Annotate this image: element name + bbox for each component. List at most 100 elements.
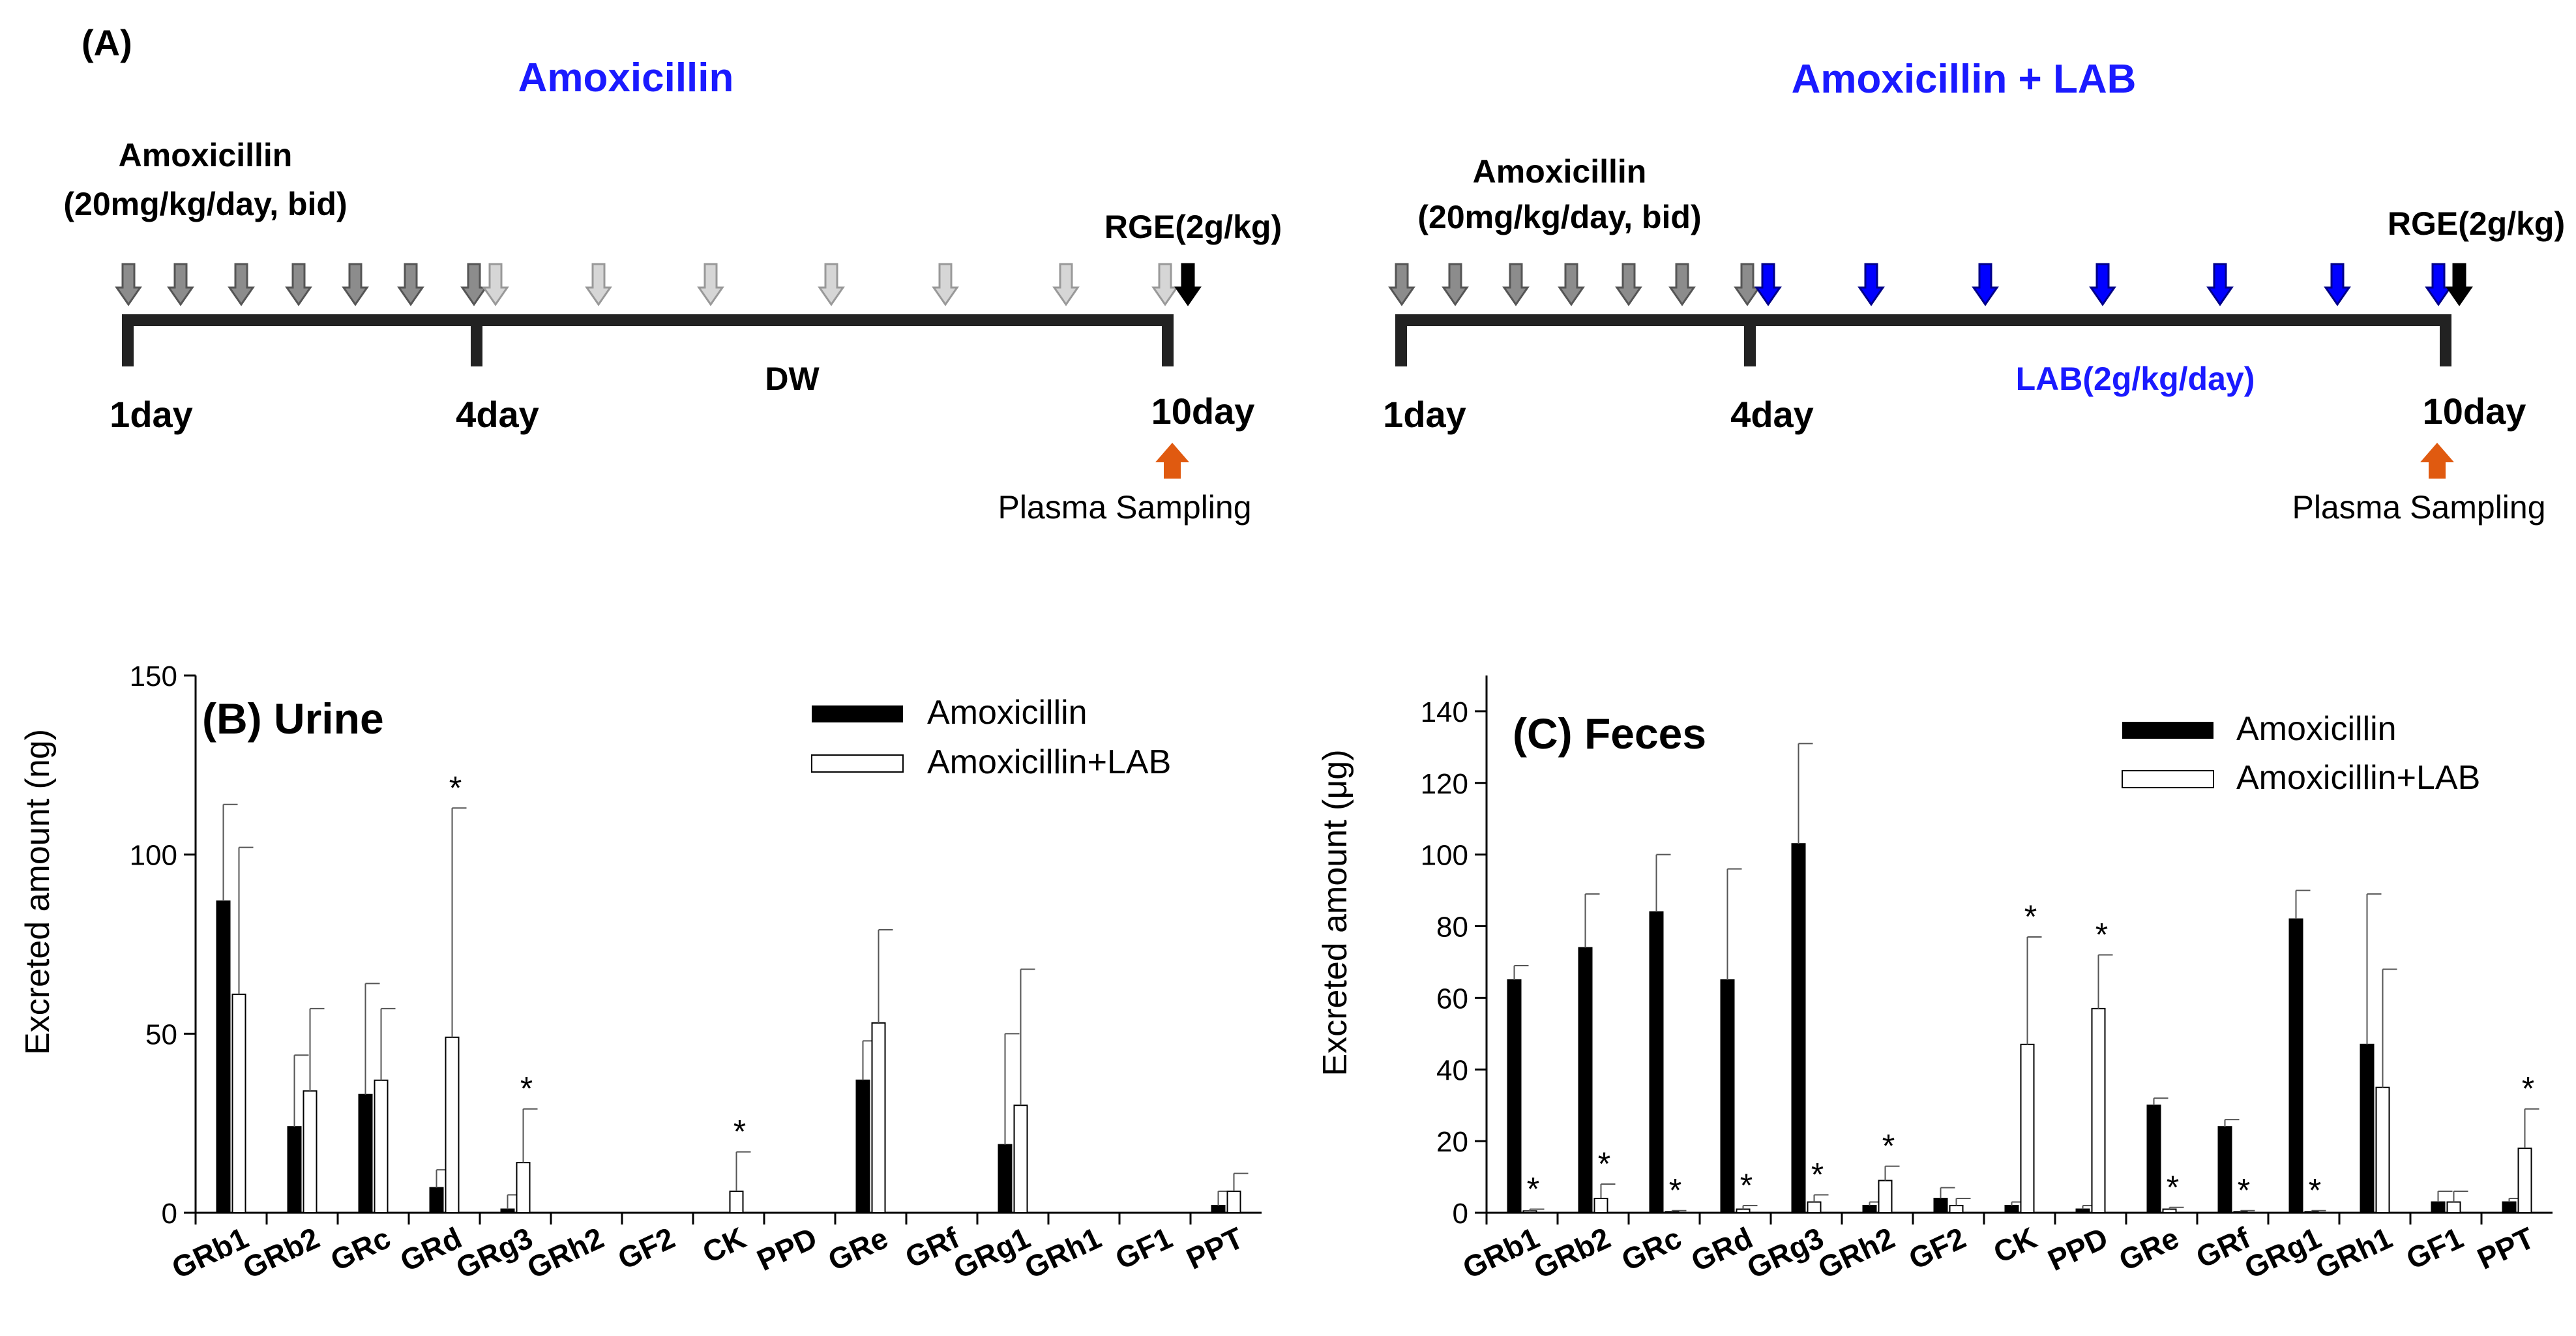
bar — [1791, 843, 1806, 1213]
significance-marker: * — [1527, 1171, 1539, 1208]
y-tick-label: 80 — [1436, 912, 1468, 943]
lab-dose-arrow — [1858, 263, 1885, 306]
significance-marker: * — [1882, 1128, 1895, 1165]
y-tick-label: 60 — [1436, 983, 1468, 1015]
y-axis-label: Excreted amount (μg) — [1316, 749, 1354, 1076]
bar — [2360, 1043, 2375, 1214]
bar — [2217, 1126, 2232, 1214]
bar — [1933, 1198, 1948, 1213]
x-tick-label: GRh1 — [2311, 1221, 2397, 1285]
x-tick-label: GF2 — [613, 1221, 680, 1276]
lab-dose-arrow — [2425, 263, 2452, 306]
drug-name: Amoxicillin — [1473, 153, 1647, 190]
chart-urine: (B) Urine Excreted amount (ng) Amoxicill… — [19, 661, 1262, 1285]
lab-dose-arrow — [1972, 263, 1999, 306]
day10-label: 10day — [2423, 391, 2526, 432]
amoxicillin-dose-arrow — [1558, 263, 1585, 306]
chart-title: (B) Urine — [202, 694, 384, 743]
drug-dose: (20mg/kg/day, bid) — [1417, 199, 1701, 235]
day4-label: 4day — [456, 394, 539, 435]
significance-marker: * — [1811, 1157, 1824, 1193]
significance-marker: * — [1740, 1167, 1753, 1204]
bar — [1013, 1105, 1028, 1213]
bar — [374, 1079, 389, 1214]
lab-dose-arrow — [2324, 263, 2351, 306]
bar — [2233, 1211, 2248, 1214]
bar — [2004, 1205, 2019, 1213]
significance-marker: * — [1598, 1146, 1610, 1182]
bar — [231, 993, 246, 1213]
significance-marker: * — [2167, 1169, 2179, 1206]
timeline-tick-day4 — [471, 314, 482, 366]
rge-dose-arrow — [1174, 263, 1202, 306]
amoxicillin-dose-arrow — [1388, 263, 1415, 306]
amoxicillin-dose-arrow — [228, 263, 255, 306]
bar — [1736, 1208, 1751, 1214]
bar — [2502, 1201, 2517, 1214]
panel-a-label: (A) — [81, 22, 132, 63]
legend-label-amoxicillin-lab: Amoxicillin+LAB — [2236, 759, 2480, 797]
bar — [729, 1191, 744, 1214]
bar — [2446, 1201, 2461, 1214]
x-tick-label: CK — [698, 1221, 751, 1269]
panel-a: (A) Amoxicillin Amoxicillin (20mg/kg/day… — [63, 22, 2565, 526]
significance-marker: * — [1669, 1172, 1681, 1209]
timeline-amoxicillin: Amoxicillin Amoxicillin (20mg/kg/day, bi… — [63, 55, 1282, 526]
lab-dose-arrow — [2089, 263, 2116, 306]
bar — [1665, 1211, 1680, 1214]
day1-label: 1day — [110, 394, 193, 435]
bar — [2375, 1086, 2390, 1213]
y-tick-label: 150 — [130, 661, 177, 692]
day1-label: 1day — [1383, 394, 1466, 435]
timeline-title: Amoxicillin — [518, 55, 734, 100]
amoxicillin-dose-arrow — [342, 263, 369, 306]
lab-dose-arrow — [2206, 263, 2234, 306]
dw-dose-arrow — [1052, 263, 1080, 306]
amoxicillin-dose-arrow — [1442, 263, 1469, 306]
bar — [1226, 1191, 1241, 1214]
bar — [303, 1090, 318, 1214]
drug-name: Amoxicillin — [119, 137, 293, 173]
segment-label: DW — [765, 361, 820, 397]
bar — [2075, 1208, 2090, 1214]
significance-marker: * — [2095, 916, 2108, 953]
chart-feces: (C) Feces Excreted amount (μg) Amoxicill… — [1316, 675, 2553, 1285]
x-tick-label: GRe — [823, 1221, 893, 1277]
significance-marker: * — [733, 1114, 746, 1150]
dw-dose-arrow — [697, 263, 724, 306]
timeline-tick-end — [1162, 314, 1174, 366]
amoxicillin-dose-arrow — [115, 263, 142, 306]
bar — [2288, 918, 2303, 1213]
bar — [287, 1126, 302, 1214]
rge-dose-arrow — [2446, 263, 2473, 306]
dose-arrows — [115, 263, 1202, 306]
dw-dose-arrow — [482, 263, 509, 306]
lab-dose-arrow — [1754, 263, 1782, 306]
bar — [2091, 1007, 2106, 1213]
bar — [1507, 979, 1522, 1214]
bar — [516, 1162, 531, 1214]
x-tick-label: PPD — [2043, 1221, 2113, 1277]
significance-marker: * — [449, 769, 462, 806]
y-tick-label: 40 — [1436, 1054, 1468, 1086]
dw-dose-arrow — [585, 263, 612, 306]
bar — [1593, 1198, 1608, 1213]
y-tick-label: 0 — [162, 1198, 177, 1230]
y-tick-label: 20 — [1436, 1126, 1468, 1158]
amoxicillin-dose-arrow — [167, 263, 194, 306]
bar — [500, 1208, 515, 1214]
timeline-title: Amoxicillin + LAB — [1792, 57, 2137, 102]
dw-dose-arrow — [1151, 263, 1179, 306]
bar — [871, 1022, 886, 1214]
amoxicillin-dose-arrow — [1502, 263, 1530, 306]
x-tick-label: GRh1 — [1020, 1221, 1106, 1285]
bar — [1807, 1201, 1822, 1214]
bar — [1649, 911, 1664, 1214]
y-tick-label: 100 — [130, 840, 177, 872]
legend: Amoxicillin Amoxicillin+LAB — [811, 694, 1171, 781]
bar — [1862, 1205, 1877, 1213]
timeline-tick-end — [2440, 314, 2451, 366]
x-tick-label: GF1 — [2401, 1221, 2468, 1276]
bar — [2146, 1105, 2161, 1213]
